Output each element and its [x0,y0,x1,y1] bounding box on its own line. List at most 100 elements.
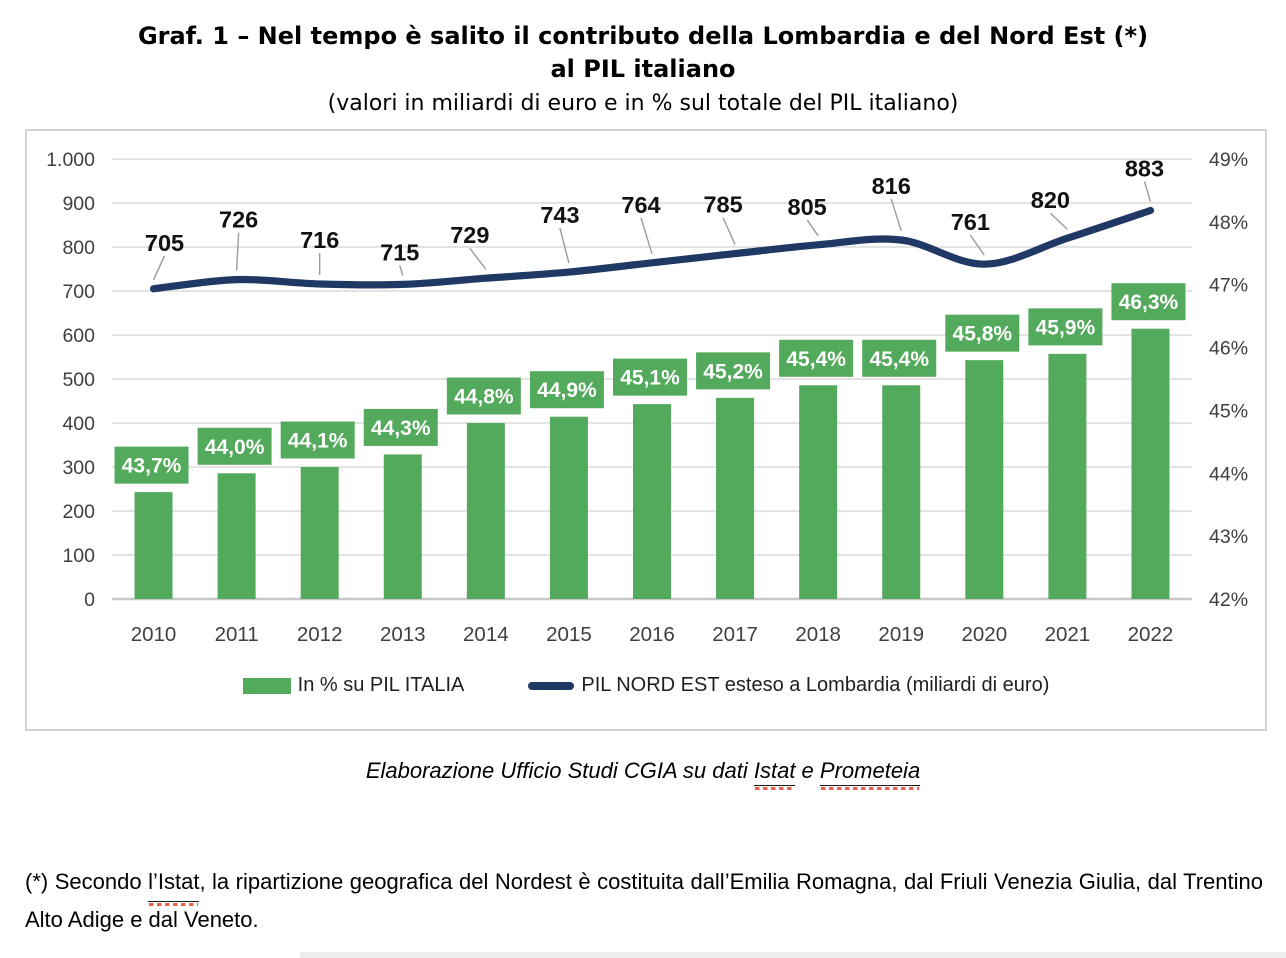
line-value-label: 805 [788,194,827,220]
left-axis-tick: 700 [62,281,95,303]
bar-value-label: 45,4% [786,348,846,371]
year-label: 2020 [962,623,1008,646]
year-label: 2018 [795,623,841,646]
label-leader-line [152,255,166,281]
line-value-label: 715 [380,239,419,265]
label-leader-line [1143,181,1152,202]
bar-value-box [114,446,189,484]
chart-legend: In % su PIL ITALIA PIL NORD EST esteso a… [27,674,1265,697]
left-axis-tick: 600 [62,325,95,347]
left-axis-tick: 100 [62,545,95,567]
chart-title-block: Graf. 1 – Nel tempo è salito il contribu… [0,20,1286,119]
legend-bar-swatch-icon [242,677,291,694]
left-axis-tick: 500 [62,369,95,391]
label-leader-line [722,217,736,245]
left-axis-tick: 300 [62,457,95,479]
legend-line-swatch-icon [528,681,575,690]
right-axis-tick: 45% [1209,400,1248,422]
legend-item-bar: In % su PIL ITALIA [242,674,464,697]
right-axis-ticks: 42% 43% 44% 45% 46% 47% 48% 49% [1209,149,1248,611]
line-value-label: 743 [540,202,579,228]
bar-value-label: 44,3% [371,417,431,440]
bar [716,397,755,599]
bar-value-label: 44,1% [288,430,348,453]
right-axis-tick: 48% [1209,212,1248,234]
left-axis-tick: 800 [62,237,95,259]
line-value-label: 729 [450,222,489,248]
bar-series: 43,7% 44,0% 44,1% 44,3% 44,8% 44,9% 45,1% 45,2%… [114,283,1186,599]
bar-value-box [363,408,438,446]
right-axis-tick: 43% [1209,526,1248,548]
bar-value-label: 44,9% [537,379,597,402]
left-axis-tick: 900 [62,193,95,215]
label-leader-line [235,232,240,271]
line-value-label: 820 [1031,187,1070,213]
bar-value-box [1028,308,1103,346]
year-label: 2013 [380,623,426,646]
bar-value-label: 45,4% [869,348,929,371]
istat-link[interactable]: Istat [753,758,796,790]
legend-line-label: PIL NORD EST esteso a Lombardia (miliard… [581,674,1050,696]
bar-value-box [446,377,521,415]
line-value-label: 764 [621,192,660,218]
bar-value-box [1111,283,1186,321]
line-value-label: 785 [703,192,742,218]
prometeia-link[interactable]: Prometeia [819,758,921,790]
bar-value-box [613,358,687,396]
bar-value-label: 43,7% [122,455,182,478]
year-label: 2016 [629,623,675,646]
bar [633,404,671,599]
year-label: 2010 [131,623,177,646]
left-axis-ticks: 0 100 200 300 400 500 600 700 800 900 1.000 [46,149,95,611]
year-label: 2012 [297,623,343,646]
chart-title-line2: al PIL italiano [550,55,736,83]
year-label: 2019 [878,623,924,646]
bar-value-box [696,352,771,390]
label-leader-line [969,234,985,256]
bar [466,423,505,599]
bar-value-label: 45,2% [703,360,763,383]
bar [217,473,256,599]
footnote-prefix: (*) Secondo [25,869,149,894]
footnote-rest: , la ripartizione geografica del Nordest… [25,869,1264,932]
bar-value-box [280,421,355,459]
line-value-label: 726 [219,207,258,233]
bar-value-label: 44,0% [205,436,265,459]
bar-value-box [529,371,604,409]
left-axis-tick: 200 [62,501,95,523]
right-axis-tick: 46% [1209,338,1248,360]
bar-value-box [197,427,272,465]
year-label: 2015 [546,623,592,646]
right-axis-tick: 44% [1209,463,1248,485]
bar [383,454,422,599]
bar-value-box [779,339,854,377]
year-label: 2011 [215,623,259,646]
line-value-label: 883 [1125,155,1164,181]
bar [965,360,1004,599]
line-series [149,206,1155,293]
label-leader-line [890,198,902,232]
year-label: 2022 [1128,623,1174,646]
source-middle: e [795,758,820,783]
year-label: 2021 [1045,623,1091,646]
bar-value-label: 45,9% [1036,316,1096,339]
bar-value-label: 45,8% [953,323,1013,346]
label-leader-line [399,265,404,276]
footnote-istat-link[interactable]: l’Istat [148,864,200,906]
label-leader-line [640,217,653,255]
label-leader-line [559,227,570,264]
legend-item-line: PIL NORD EST esteso a Lombardia (miliard… [528,674,1049,697]
chart-frame: 43,7% 44,0% 44,1% 44,3% 44,8% 44,9% 45,1% 45,2%… [25,129,1267,731]
bar [549,416,588,599]
bar [300,467,339,599]
bar-value-box [945,314,1020,352]
right-axis-tick: 47% [1209,275,1248,297]
bar-value-label: 45,1% [620,367,680,390]
source-prefix: Elaborazione Ufficio Studi CGIA su dati [365,758,754,783]
line-value-label: 816 [872,173,911,199]
chart-subtitle: (valori in miliardi di euro e in % sul t… [327,91,959,116]
footnote: (*) Secondo l’Istat, la ripartizione geo… [25,864,1263,938]
bar [1048,353,1087,599]
line-labels: 705 726 716 715 729 743 764 785 805 816 761 820 883 [145,155,1164,281]
